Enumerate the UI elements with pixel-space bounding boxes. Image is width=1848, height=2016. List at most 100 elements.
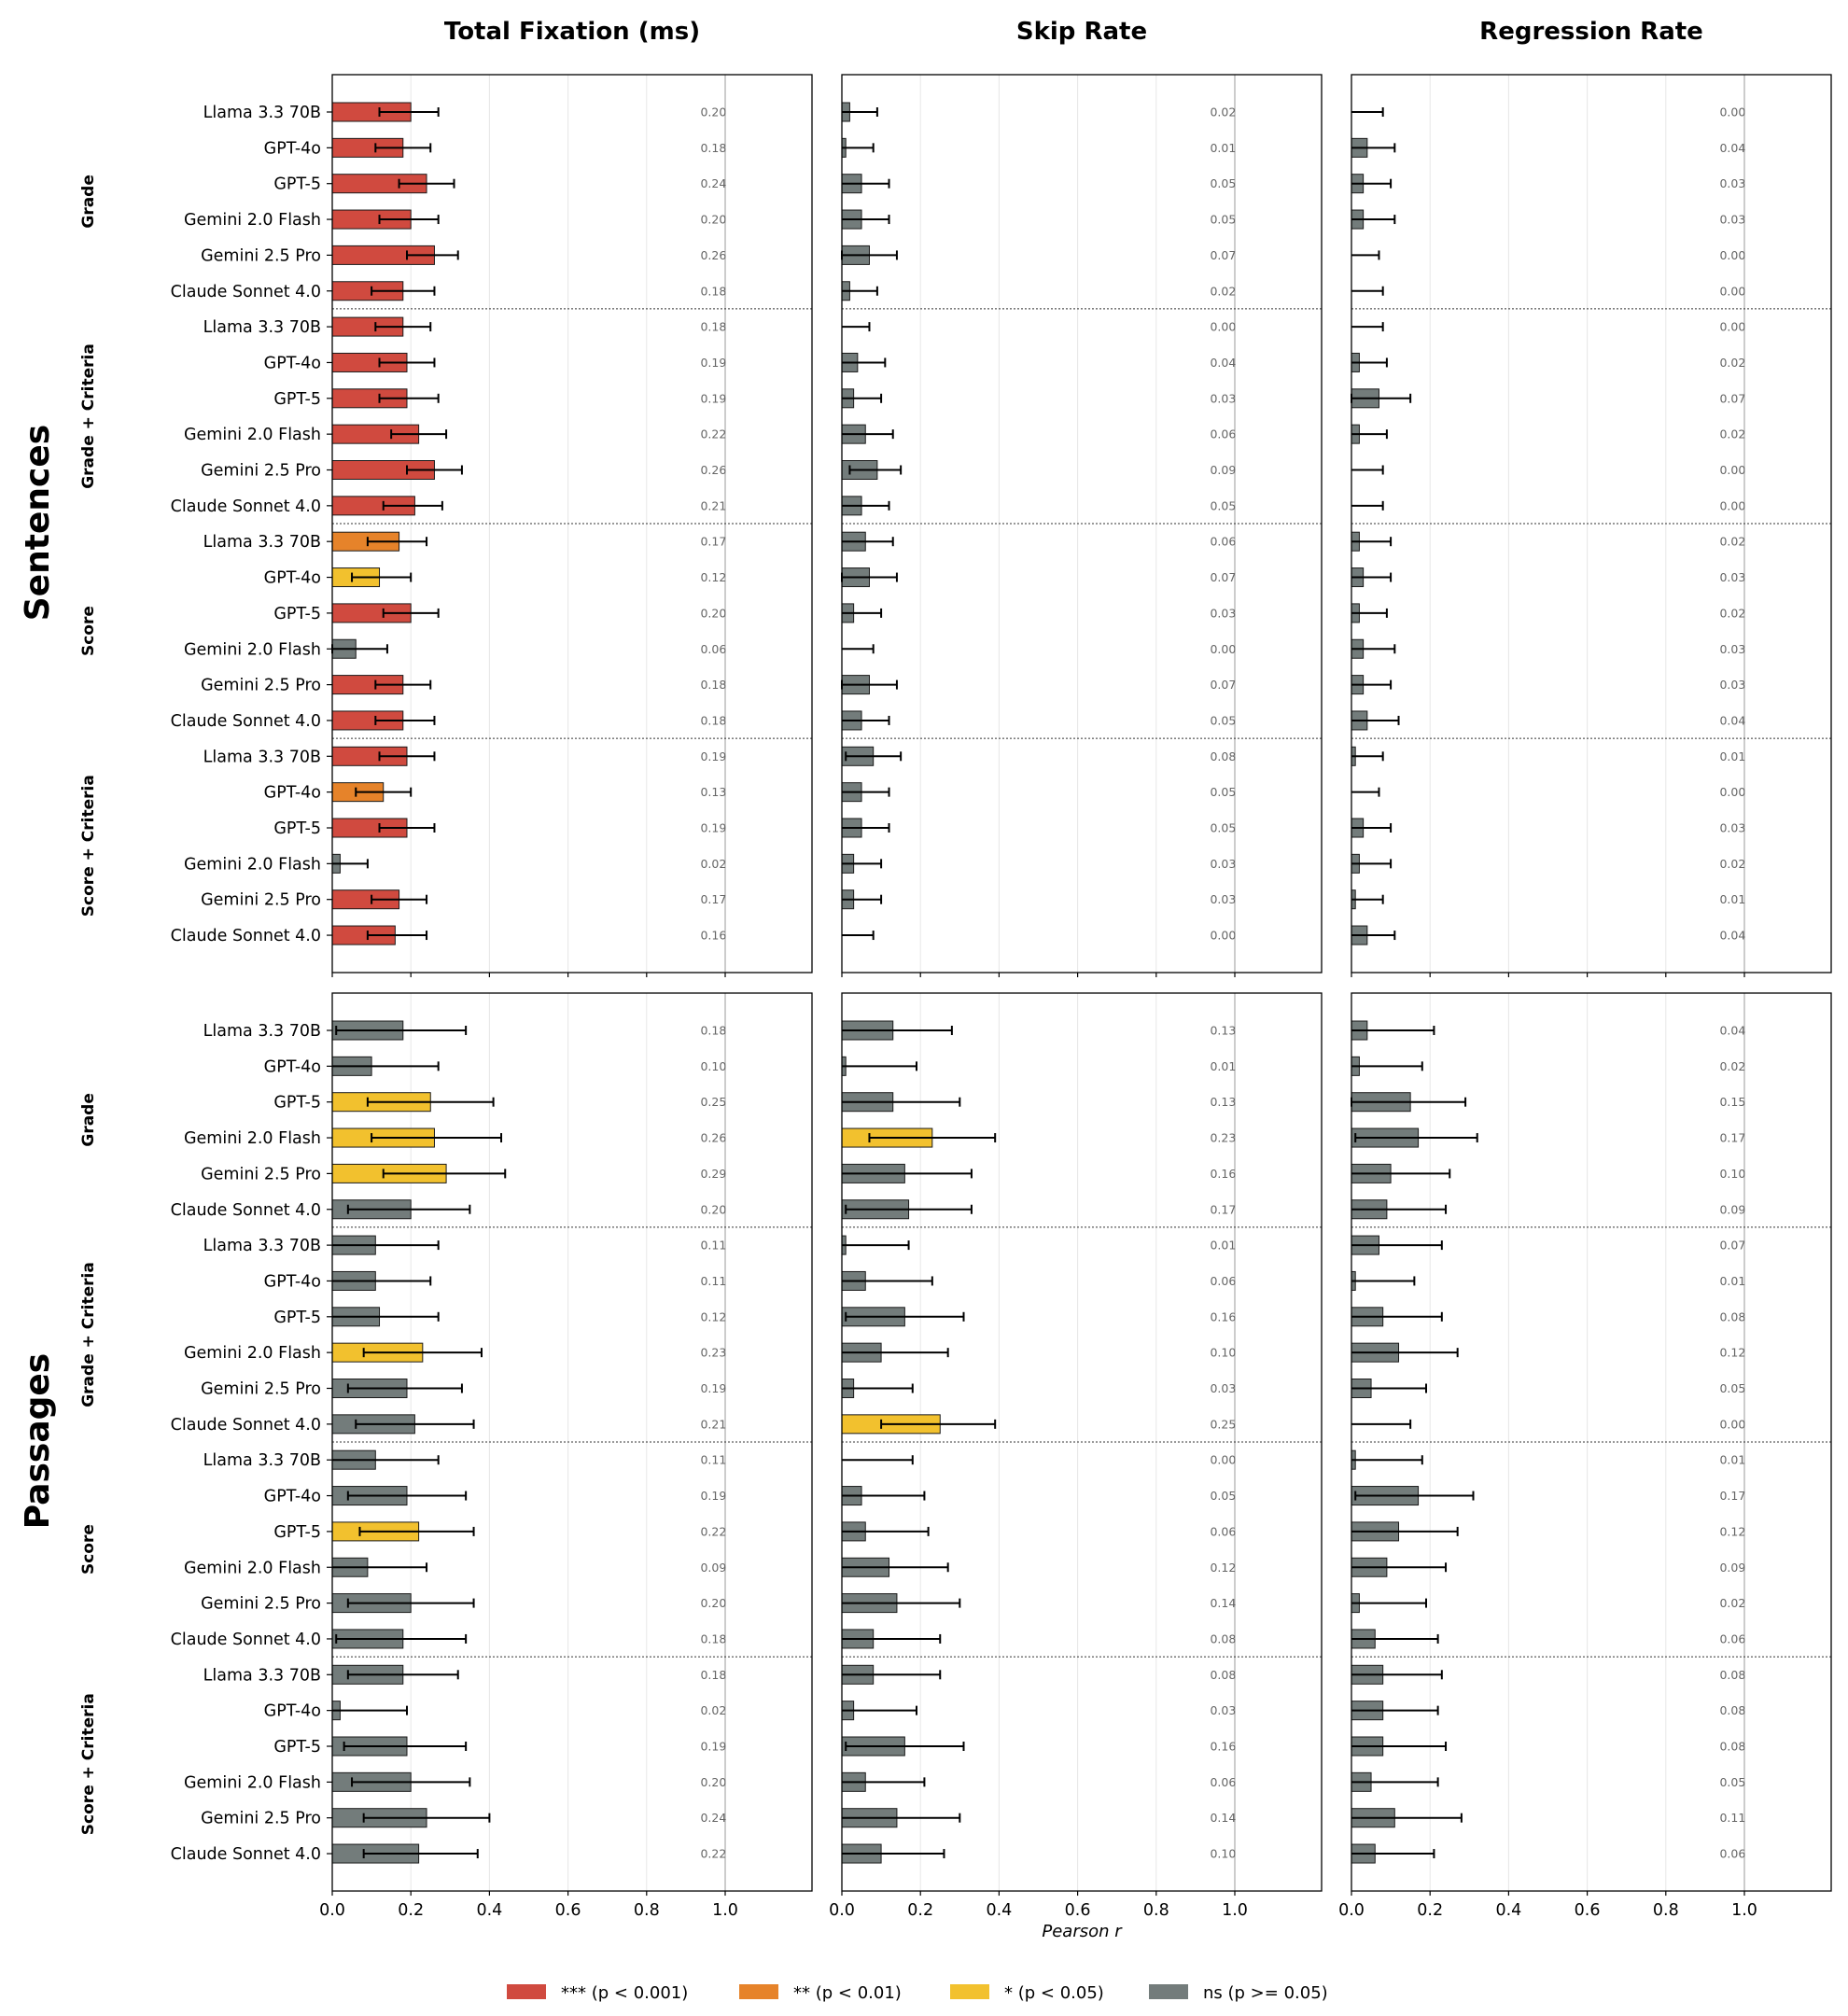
value-label: 0.03	[1719, 213, 1745, 227]
value-label: 0.21	[700, 498, 726, 512]
value-label: 0.11	[700, 1239, 726, 1253]
value-label: 0.18	[700, 284, 726, 298]
model-label: GPT-5	[273, 605, 321, 623]
value-label: 0.00	[1719, 248, 1745, 262]
panel-frame	[841, 74, 1323, 973]
value-label: 0.03	[1210, 892, 1236, 906]
value-label: 0.08	[1719, 1309, 1745, 1323]
value-label: 0.05	[1210, 821, 1236, 835]
value-label: 0.19	[700, 356, 726, 370]
value-label: 0.20	[700, 105, 726, 119]
value-label: 0.17	[1210, 1202, 1236, 1216]
value-label: 0.23	[1210, 1131, 1236, 1145]
column-title-total-fixation: Total Fixation (ms)	[444, 18, 700, 46]
value-label: 0.01	[1210, 1059, 1236, 1073]
value-label: 0.11	[700, 1453, 726, 1467]
value-label: 0.06	[1210, 1524, 1236, 1538]
model-label: Llama 3.3 70B	[203, 1666, 321, 1685]
value-label: 0.11	[700, 1274, 726, 1288]
panel-passages-1: 0.13 0.01 0.13 0.23 0.16 0.17 0.01 0.06 0.16 0.10…	[841, 992, 1323, 1897]
value-label: 0.18	[700, 320, 726, 334]
model-label: Gemini 2.5 Pro	[201, 462, 321, 481]
model-label: Gemini 2.5 Pro	[201, 891, 321, 910]
value-label: 0.03	[1719, 821, 1745, 835]
value-label: 0.07	[1719, 391, 1745, 405]
panel-sentences-0: 0.20 0.18 0.24 0.20 0.26 0.18 0.18 0.19 0.19 0.22…	[331, 74, 813, 978]
value-label: 0.00	[1210, 1453, 1236, 1467]
group-label: Grade + Criteria	[79, 343, 98, 489]
model-label: GPT-4o	[264, 569, 321, 588]
value-label: 0.01	[1719, 1453, 1745, 1467]
value-label: 0.26	[700, 463, 726, 477]
value-label: 0.20	[700, 1775, 726, 1789]
model-label: Gemini 2.5 Pro	[201, 1380, 321, 1399]
model-label: Llama 3.3 70B	[203, 1022, 321, 1041]
model-label: Gemini 2.0 Flash	[184, 855, 321, 874]
value-label: 0.00	[1719, 785, 1745, 799]
panel-frame	[331, 74, 813, 973]
x-tick-label: 0.2	[398, 1901, 424, 1920]
value-label: 0.00	[1210, 642, 1236, 656]
x-tick-label: 0.0	[319, 1901, 345, 1920]
model-label: Gemini 2.5 Pro	[201, 677, 321, 695]
legend-swatch	[507, 1984, 546, 1999]
model-label: GPT-4o	[264, 354, 321, 372]
value-label: 0.06	[700, 642, 726, 656]
value-label: 0.06	[1210, 1775, 1236, 1789]
model-label: Llama 3.3 70B	[203, 1237, 321, 1255]
value-label: 0.02	[1719, 535, 1745, 549]
row-labels-sentences: Llama 3.3 70B GPT-4o GPT-5 Gemini 2.0 Flash…	[79, 104, 332, 945]
value-label: 0.06	[1210, 427, 1236, 441]
value-label: 0.03	[1210, 391, 1236, 405]
value-label: 0.05	[1719, 1381, 1745, 1395]
value-label: 0.03	[1210, 1703, 1236, 1717]
value-label: 0.18	[700, 678, 726, 692]
value-label: 0.07	[1210, 570, 1236, 584]
panel-frame	[1351, 992, 1832, 1892]
model-label: Llama 3.3 70B	[203, 1451, 321, 1470]
model-label: Claude Sonnet 4.0	[171, 712, 321, 731]
legend-label: ns (p >= 0.05)	[1203, 1983, 1328, 2003]
model-label: GPT-4o	[264, 1272, 321, 1291]
value-label: 0.25	[700, 1095, 726, 1109]
value-label: 0.03	[1719, 678, 1745, 692]
row-labels-passages: Llama 3.3 70B GPT-4o GPT-5 Gemini 2.0 Flash…	[79, 1022, 332, 1864]
x-tick-label: 0.8	[634, 1901, 660, 1920]
model-label: Gemini 2.0 Flash	[184, 1773, 321, 1792]
model-label: Llama 3.3 70B	[203, 748, 321, 766]
legend-swatch	[739, 1984, 778, 1999]
model-label: Gemini 2.5 Pro	[201, 1595, 321, 1614]
value-label: 0.05	[1210, 713, 1236, 727]
panel-sentences-1: 0.02 0.01 0.05 0.05 0.07 0.02 0.00 0.04 0.03 0.06…	[841, 74, 1323, 978]
x-tick-label: 0.2	[1417, 1901, 1443, 1920]
value-label: 0.04	[1719, 929, 1745, 943]
value-label: 0.02	[1719, 606, 1745, 620]
value-label: 0.08	[1210, 1668, 1236, 1682]
value-label: 0.00	[1210, 929, 1236, 943]
value-label: 0.10	[1719, 1167, 1745, 1181]
value-label: 0.00	[1719, 498, 1745, 512]
value-label: 0.14	[1210, 1811, 1236, 1825]
model-label: GPT-5	[273, 175, 321, 194]
column-title-regression-rate: Regression Rate	[1479, 18, 1703, 46]
model-label: GPT-4o	[264, 784, 321, 803]
value-label: 0.00	[1719, 1417, 1745, 1431]
value-label: 0.26	[700, 1131, 726, 1145]
value-label: 0.22	[700, 427, 726, 441]
model-label: Llama 3.3 70B	[203, 533, 321, 552]
value-label: 0.12	[1210, 1561, 1236, 1575]
value-label: 0.10	[1210, 1346, 1236, 1360]
x-axes: 0.0 0.2 0.4 0.6 0.8 1.0 0.0 0.2 0.4 0.6 0.8 1.0 0.0 0…	[319, 1901, 1757, 1920]
section-label-passages: Passages	[19, 1353, 57, 1529]
value-label: 0.02	[1719, 427, 1745, 441]
value-label: 0.13	[1210, 1095, 1236, 1109]
panel-frame	[841, 992, 1323, 1892]
value-label: 0.08	[1719, 1740, 1745, 1754]
value-label: 0.05	[1210, 1489, 1236, 1503]
value-label: 0.12	[1719, 1524, 1745, 1538]
x-tick-label: 0.8	[1143, 1901, 1169, 1920]
x-tick-label: 0.4	[1495, 1901, 1521, 1920]
model-label: Claude Sonnet 4.0	[171, 1416, 321, 1435]
x-tick-label: 0.6	[1065, 1901, 1091, 1920]
legend: *** (p < 0.001) ** (p < 0.01) * (p < 0.05)…	[507, 1983, 1328, 2003]
